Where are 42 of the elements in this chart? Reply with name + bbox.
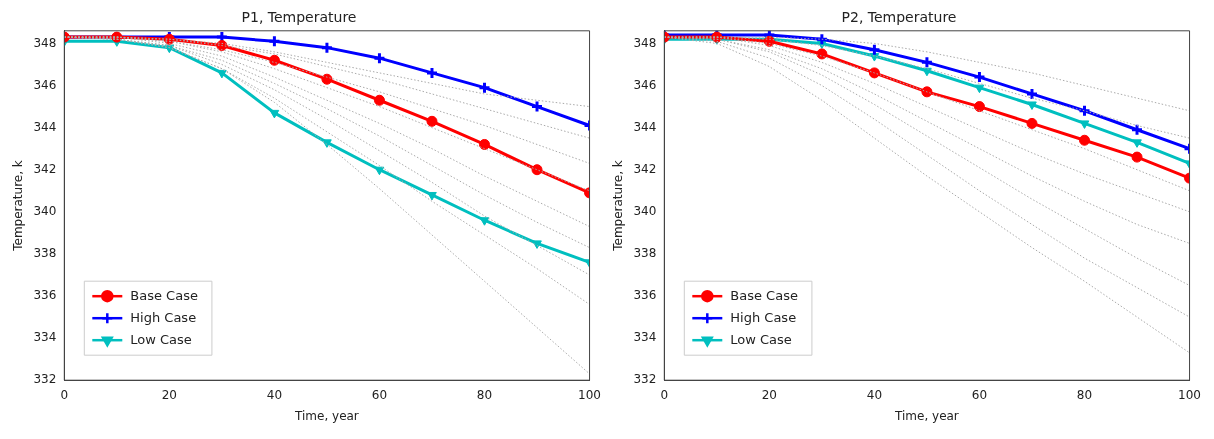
x-tick-label: 40 [266,387,283,402]
x-tick-label: 80 [476,387,493,402]
x-axis-title: Time, year [294,408,359,423]
y-tick-label: 344 [33,119,57,134]
legend-label: Low Case [730,331,792,347]
legend-label: High Case [730,309,797,325]
y-axis-title: Temperature, k [11,160,26,252]
y-tick-label: 346 [633,77,657,92]
y-tick-label: 338 [33,246,57,261]
x-tick-label: 60 [971,387,988,402]
y-tick-label: 334 [33,330,57,345]
legend-label: Base Case [130,287,198,303]
x-tick-label: 60 [371,387,388,402]
x-tick-label: 100 [1178,387,1201,402]
legend-label: High Case [130,309,197,325]
x-tick-label: 100 [578,387,601,402]
y-tick-label: 342 [33,161,57,176]
y-tick-label: 348 [33,35,57,50]
y-tick-label: 342 [633,161,657,176]
x-tick-label: 20 [761,387,777,402]
y-tick-label: 338 [633,246,657,261]
y-tick-label: 336 [633,288,657,303]
y-axis-title: Temperature, k [611,160,626,252]
x-tick-label: 0 [60,387,69,402]
y-tick-label: 336 [33,288,57,303]
y-tick-label: 340 [633,203,657,218]
y-tick-label: 346 [33,77,57,92]
x-axis-title: Time, year [894,408,959,423]
x-tick-label: 80 [1076,387,1093,402]
chart-title: P2, Temperature [841,9,957,26]
x-tick-label: 0 [660,387,669,402]
y-tick-label: 332 [33,372,57,387]
y-tick-label: 348 [633,35,657,50]
y-tick-label: 340 [33,203,57,218]
y-tick-label: 334 [633,330,657,345]
x-tick-label: 20 [161,387,177,402]
legend-label: Base Case [730,287,798,303]
y-tick-label: 344 [633,119,657,134]
y-tick-label: 332 [633,372,657,387]
legend-label: Low Case [130,331,192,347]
x-tick-label: 40 [866,387,883,402]
chart-title: P1, Temperature [241,9,357,26]
